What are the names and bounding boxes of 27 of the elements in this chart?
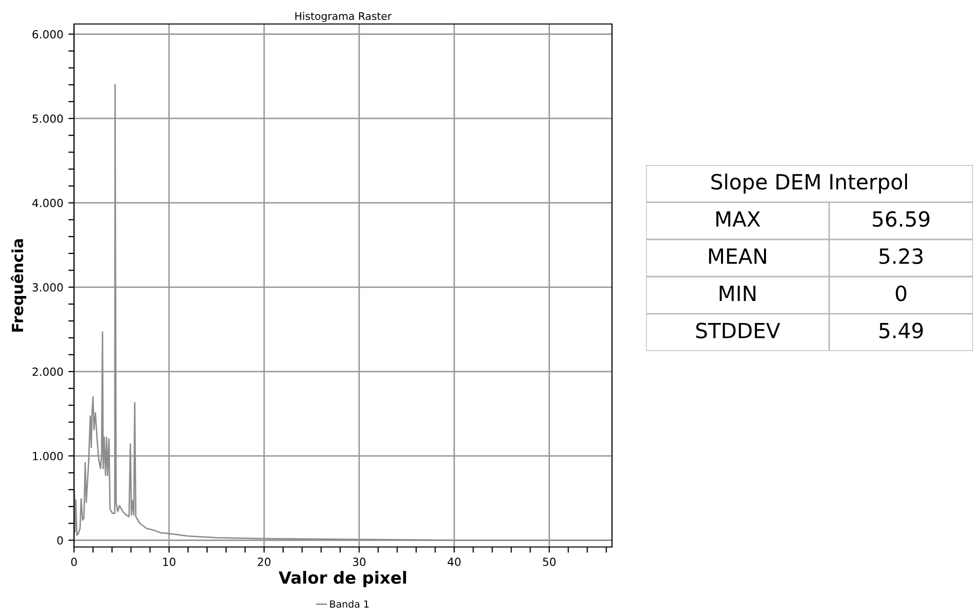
y-tick-label: 0 [57,536,63,545]
x-tick-label: 40 [448,558,461,566]
y-tick-label: 6.000 [32,30,63,38]
text: MAX [716,211,760,227]
x-tick-label: 20 [258,558,270,566]
y-tick-label: 3.000 [32,283,63,292]
text: 0 [896,285,906,302]
text: Slope DEM Interpol [711,174,907,194]
y-tick-label: 4.000 [32,198,63,208]
y-tick-label: 5.000 [32,114,63,123]
x-tick-label: 10 [163,558,176,566]
y-tick-label: 2.000 [32,368,63,376]
y-tick-label: 1.000 [32,452,63,460]
line-series [74,84,612,541]
y-axis-title: Frequência [10,239,26,332]
text: 5.49 [879,322,923,338]
x-tick-label: 0 [71,558,77,566]
chart-title: Histograma Raster [295,12,392,22]
text: 56.59 [872,211,930,227]
x-tick-label: 50 [543,558,556,566]
x-axis-title: Valor de pixel [278,570,406,588]
x-tick-label: 30 [352,558,366,566]
text: MEAN [709,248,766,264]
text: STDDEV [696,322,780,338]
text: MIN [720,286,756,301]
text: 5.23 [879,248,923,264]
legend-label: Banda 1 [330,600,369,608]
